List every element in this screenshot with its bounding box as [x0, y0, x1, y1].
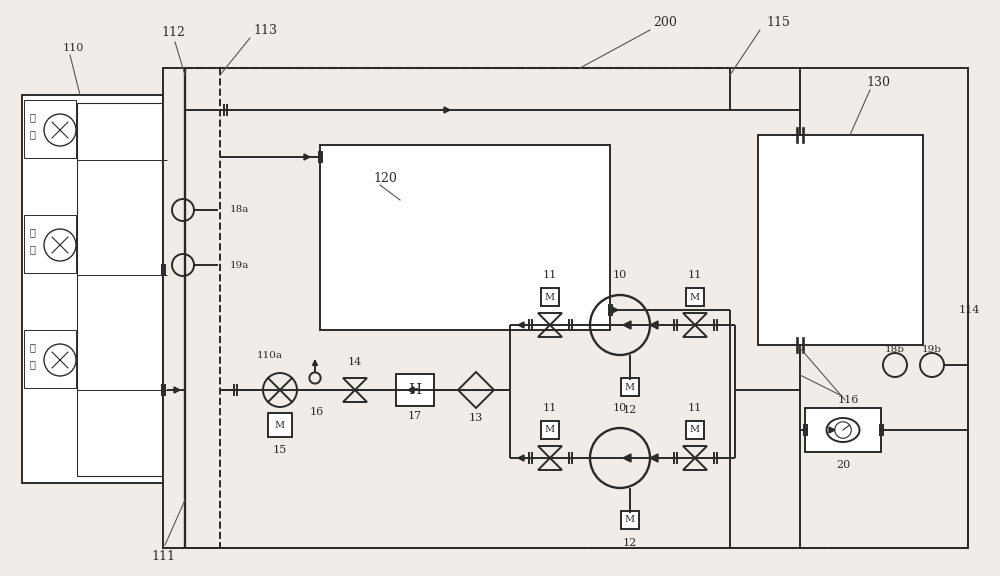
Text: 113: 113	[253, 24, 277, 36]
Text: M: M	[625, 516, 635, 525]
Polygon shape	[829, 427, 835, 433]
Bar	[621, 511, 639, 529]
Bar	[77, 103, 162, 476]
Text: 19b: 19b	[922, 344, 942, 354]
Polygon shape	[444, 107, 450, 113]
Text: 12: 12	[623, 405, 637, 415]
Text: 11: 11	[543, 270, 557, 280]
Polygon shape	[623, 454, 631, 462]
Text: 114: 114	[959, 305, 980, 315]
Polygon shape	[612, 307, 618, 313]
Text: 11: 11	[688, 403, 702, 413]
Text: 115: 115	[766, 17, 790, 29]
Polygon shape	[408, 387, 414, 393]
Text: 111: 111	[151, 551, 175, 563]
Text: M: M	[690, 293, 700, 301]
Polygon shape	[650, 454, 658, 462]
Text: 200: 200	[653, 17, 677, 29]
Text: 机: 机	[29, 361, 35, 369]
Text: 16: 16	[310, 407, 324, 417]
Text: 130: 130	[866, 75, 890, 89]
Text: 19a: 19a	[230, 260, 249, 270]
Text: 13: 13	[469, 413, 483, 423]
Bar	[24, 215, 76, 273]
Bar	[320, 145, 610, 330]
Text: 15: 15	[273, 445, 287, 455]
Bar	[396, 374, 434, 406]
Text: 116: 116	[837, 395, 859, 405]
Text: 风: 风	[29, 113, 35, 123]
Bar	[268, 413, 292, 437]
Polygon shape	[174, 387, 180, 393]
Text: 12: 12	[623, 538, 637, 548]
Text: 风: 风	[29, 229, 35, 237]
Bar	[686, 288, 704, 306]
Text: M: M	[545, 426, 555, 434]
Text: 112: 112	[161, 25, 185, 39]
Bar	[621, 378, 639, 396]
Bar	[22, 95, 167, 483]
Text: 110a: 110a	[257, 351, 283, 359]
Bar	[758, 135, 923, 345]
Bar	[805, 408, 881, 452]
Text: 18a: 18a	[230, 206, 249, 214]
Text: 10: 10	[613, 270, 627, 280]
Text: M: M	[275, 420, 285, 430]
Text: 风: 风	[29, 343, 35, 353]
Bar	[541, 288, 559, 306]
Text: 机: 机	[29, 131, 35, 139]
Polygon shape	[312, 361, 318, 365]
Text: M: M	[690, 426, 700, 434]
Text: 机: 机	[29, 245, 35, 255]
Polygon shape	[518, 455, 524, 461]
Text: 11: 11	[543, 403, 557, 413]
Text: 120: 120	[373, 172, 397, 184]
Text: M: M	[625, 382, 635, 392]
Text: 18b: 18b	[885, 344, 905, 354]
Bar	[24, 330, 76, 388]
Text: H: H	[408, 383, 422, 397]
Bar	[24, 100, 76, 158]
Bar	[163, 68, 968, 548]
Text: 14: 14	[348, 357, 362, 367]
Text: M: M	[545, 293, 555, 301]
Text: 17: 17	[408, 411, 422, 421]
Text: 110: 110	[62, 43, 84, 53]
Polygon shape	[650, 321, 658, 329]
Text: 10: 10	[613, 403, 627, 413]
Polygon shape	[518, 322, 524, 328]
Text: 20: 20	[836, 460, 850, 470]
Bar	[541, 421, 559, 439]
Polygon shape	[304, 154, 310, 160]
Text: 11: 11	[688, 270, 702, 280]
Polygon shape	[623, 321, 631, 329]
Bar	[686, 421, 704, 439]
